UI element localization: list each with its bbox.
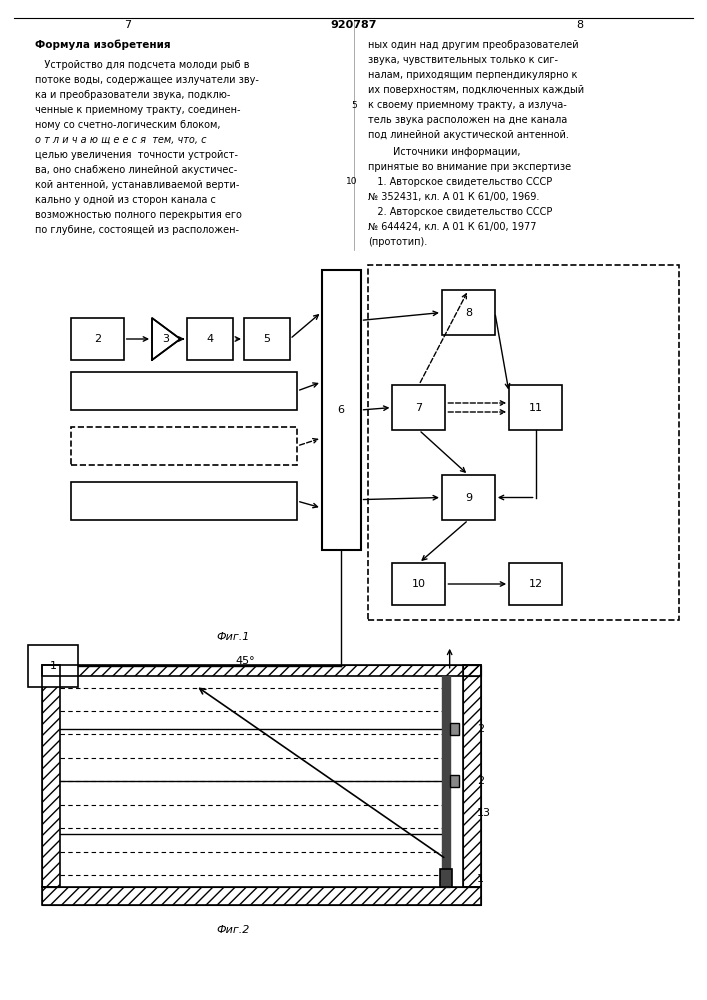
Text: Фиг.2: Фиг.2: [216, 925, 250, 935]
Text: 2. Авторское свидетельство СССР: 2. Авторское свидетельство СССР: [368, 207, 552, 217]
Text: 2: 2: [477, 724, 484, 734]
Text: 5: 5: [264, 334, 270, 344]
FancyBboxPatch shape: [71, 318, 124, 360]
Text: под линейной акустической антенной.: под линейной акустической антенной.: [368, 130, 568, 140]
Text: целью увеличения  точности устройст-: целью увеличения точности устройст-: [35, 150, 238, 160]
Text: ва, оно снабжено линейной акустичес-: ва, оно снабжено линейной акустичес-: [35, 165, 238, 175]
Text: 12: 12: [529, 579, 542, 589]
Text: 11: 11: [529, 403, 542, 413]
Bar: [463, 665, 481, 887]
Text: Фиг.1: Фиг.1: [216, 632, 250, 642]
Text: ных один над другим преобразователей: ных один над другим преобразователей: [368, 40, 578, 50]
FancyBboxPatch shape: [442, 475, 495, 520]
Text: 1: 1: [49, 661, 57, 671]
Text: 7: 7: [124, 20, 131, 30]
Text: кально у одной из сторон канала с: кально у одной из сторон канала с: [35, 195, 216, 205]
Bar: [42, 887, 481, 905]
Text: кой антенной, устанавливаемой верти-: кой антенной, устанавливаемой верти-: [35, 180, 240, 190]
Text: Устройство для подсчета молоди рыб в: Устройство для подсчета молоди рыб в: [35, 60, 250, 70]
Text: 3: 3: [163, 334, 170, 344]
Text: 8: 8: [576, 20, 583, 30]
Polygon shape: [152, 318, 180, 360]
FancyBboxPatch shape: [71, 427, 297, 465]
Text: о т л и ч а ю щ е е с я  тем, что, с: о т л и ч а ю щ е е с я тем, что, с: [35, 135, 207, 145]
FancyBboxPatch shape: [442, 290, 495, 335]
Text: Формула изобретения: Формула изобретения: [35, 40, 171, 50]
Bar: [42, 665, 481, 676]
FancyBboxPatch shape: [244, 318, 290, 360]
Text: 1. Авторское свидетельство СССР: 1. Авторское свидетельство СССР: [368, 177, 552, 187]
Text: 2: 2: [93, 334, 101, 344]
Text: 45°: 45°: [235, 656, 255, 666]
Bar: [42, 665, 60, 887]
FancyBboxPatch shape: [322, 270, 361, 550]
FancyBboxPatch shape: [392, 385, 445, 430]
FancyBboxPatch shape: [392, 563, 445, 605]
Text: налам, приходящим перпендикулярно к: налам, приходящим перпендикулярно к: [368, 70, 577, 80]
Text: ному со счетно-логическим блоком,: ному со счетно-логическим блоком,: [35, 120, 221, 130]
Bar: [450, 775, 459, 787]
Text: принятые во внимание при экспертизе: принятые во внимание при экспертизе: [368, 162, 571, 172]
Text: № 644424, кл. А 01 К 61/00, 1977: № 644424, кл. А 01 К 61/00, 1977: [368, 222, 536, 232]
FancyBboxPatch shape: [71, 372, 297, 410]
Text: к своему приемному тракту, а излуча-: к своему приемному тракту, а излуча-: [368, 100, 566, 110]
Text: 10: 10: [412, 579, 426, 589]
Bar: [42, 665, 481, 676]
Text: Источники информации,: Источники информации,: [368, 147, 520, 157]
Text: № 352431, кл. А 01 К 61/00, 1969.: № 352431, кл. А 01 К 61/00, 1969.: [368, 192, 539, 202]
Text: 5: 5: [351, 101, 357, 109]
Text: их поверхностям, подключенных каждый: их поверхностям, подключенных каждый: [368, 85, 584, 95]
Bar: [60, 676, 463, 887]
Text: тель звука расположен на дне канала: тель звука расположен на дне канала: [368, 115, 567, 125]
Polygon shape: [442, 676, 450, 887]
Text: 10: 10: [346, 178, 357, 186]
FancyBboxPatch shape: [71, 482, 297, 520]
Bar: [463, 665, 481, 887]
Text: потоке воды, содержащее излучатели зву-: потоке воды, содержащее излучатели зву-: [35, 75, 259, 85]
Text: возможностью полного перекрытия его: возможностью полного перекрытия его: [35, 210, 243, 220]
Bar: [42, 665, 60, 887]
Bar: [450, 723, 459, 735]
FancyBboxPatch shape: [509, 385, 562, 430]
Text: ка и преобразователи звука, подклю-: ка и преобразователи звука, подклю-: [35, 90, 230, 100]
Text: 13: 13: [477, 808, 491, 818]
FancyBboxPatch shape: [509, 563, 562, 605]
Text: 2: 2: [477, 776, 484, 786]
Bar: [440, 869, 452, 887]
FancyBboxPatch shape: [187, 318, 233, 360]
Text: 1: 1: [477, 874, 484, 884]
Text: 920787: 920787: [330, 20, 377, 30]
Text: ченные к приемному тракту, соединен-: ченные к приемному тракту, соединен-: [35, 105, 241, 115]
FancyBboxPatch shape: [28, 645, 78, 687]
Text: 4: 4: [206, 334, 214, 344]
Text: 7: 7: [415, 403, 423, 413]
Text: 8: 8: [464, 308, 472, 318]
Text: (прототип).: (прототип).: [368, 237, 427, 247]
Text: 6: 6: [338, 405, 344, 415]
Text: по глубине, состоящей из расположен-: по глубине, состоящей из расположен-: [35, 225, 240, 235]
Text: 9: 9: [464, 493, 472, 503]
Text: звука, чувствительных только к сиг-: звука, чувствительных только к сиг-: [368, 55, 558, 65]
Bar: [42, 887, 481, 905]
